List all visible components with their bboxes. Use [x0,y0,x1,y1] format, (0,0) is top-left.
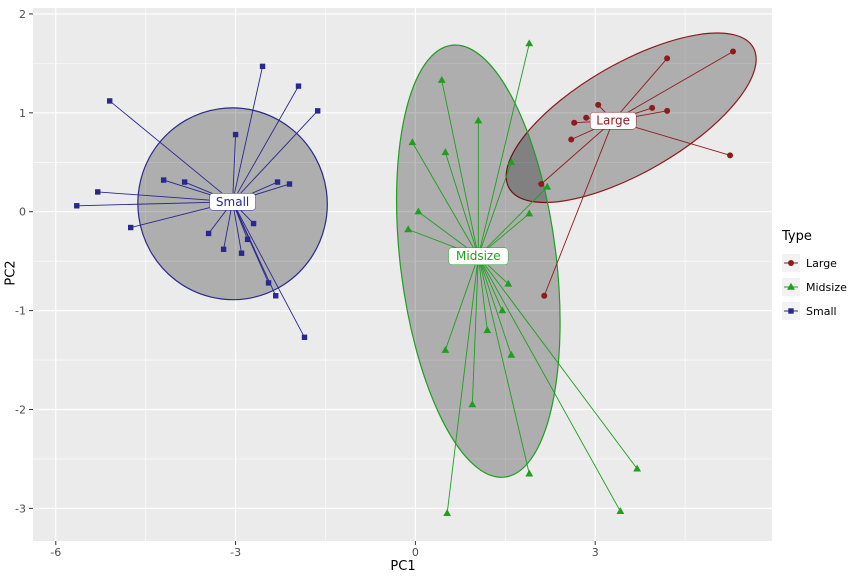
data-point-square [250,220,257,227]
data-point-circle [664,107,671,114]
data-point-triangle [507,158,516,165]
legend-item-large: Large [782,254,837,272]
data-point-square [205,230,212,237]
data-point-triangle [483,326,492,334]
legend-item-label: Large [806,257,837,270]
cluster-points-large [538,48,737,299]
data-point-square [295,83,302,89]
data-point-circle [788,260,794,266]
data-point-triangle [498,306,507,314]
svg-text:Large: Large [596,114,630,128]
data-point-square [232,131,239,138]
legend-title: Type [781,229,812,244]
data-point-circle [664,55,671,62]
y-tick-label: -2 [15,403,26,416]
data-point-triangle [404,225,413,233]
cluster-label-midsize: Midsize [448,247,509,265]
data-point-square [314,108,321,114]
data-point-circle [538,181,545,188]
legend-item-label: Small [806,305,837,318]
data-point-triangle [525,209,534,217]
data-point-triangle [441,148,450,156]
x-tick-label: -6 [50,546,61,559]
data-point-square [107,98,113,104]
data-point-square [286,181,293,187]
data-point-triangle [787,282,795,290]
data-point-circle [568,136,575,143]
data-point-triangle [414,207,423,215]
data-point-square [127,224,134,231]
data-point-triangle [441,345,450,353]
legend-item-small: Small [782,302,837,320]
data-point-square [160,177,167,183]
cluster-label-small: Small [209,193,256,211]
data-point-triangle [504,279,513,287]
data-point-square [259,63,266,70]
data-point-triangle [616,507,625,515]
data-point-circle [595,101,602,108]
data-point-triangle [408,138,417,146]
x-tick-label: 3 [592,546,599,559]
y-tick-label: 1 [19,107,26,120]
data-point-triangle [525,39,534,47]
cluster-label-large: Large [589,111,637,130]
data-point-triangle [543,182,552,190]
data-point-square [265,280,272,286]
svg-text:Midsize: Midsize [456,249,501,263]
svg-text:Small: Small [216,195,249,209]
data-point-circle [571,119,578,126]
y-tick-label: 2 [19,8,26,21]
data-point-square [181,179,188,185]
data-point-triangle [474,116,483,124]
x-tick-label: -3 [230,546,241,559]
cluster-points-midsize [404,39,642,517]
y-tick-label: 0 [19,206,26,219]
data-point-triangle [507,350,516,358]
data-point-circle [730,48,737,55]
data-point-triangle [437,75,446,83]
gridlines [33,8,772,541]
y-axis-title: PC2 [3,260,19,286]
data-point-circle [583,114,590,121]
legend-item-label: Midsize [806,281,847,294]
data-point-square [74,203,80,209]
x-tick-label: 0 [412,546,419,559]
data-point-circle [541,292,548,299]
data-point-square [95,189,101,195]
data-point-square [238,250,245,256]
legend: Type Large Midsize Small [781,229,847,320]
legend-item-midsize: Midsize [782,278,847,296]
data-point-triangle [443,509,452,517]
data-point-square [273,293,279,299]
x-axis-title: PC1 [390,559,416,574]
axes: -6 -3 0 3 -3 -2 -1 0 1 2 [15,8,599,559]
data-point-square [301,334,308,340]
data-point-triangle [525,469,534,477]
data-point-square [274,179,281,185]
data-point-square [788,308,794,314]
data-point-triangle [633,464,642,472]
y-tick-label: -1 [15,305,26,318]
data-point-square [244,236,251,243]
data-point-circle [727,152,734,159]
y-tick-label: -3 [15,502,26,515]
plot-panel [33,8,772,541]
data-point-triangle [468,400,477,408]
data-point-circle [649,104,656,111]
data-point-square [220,246,227,252]
